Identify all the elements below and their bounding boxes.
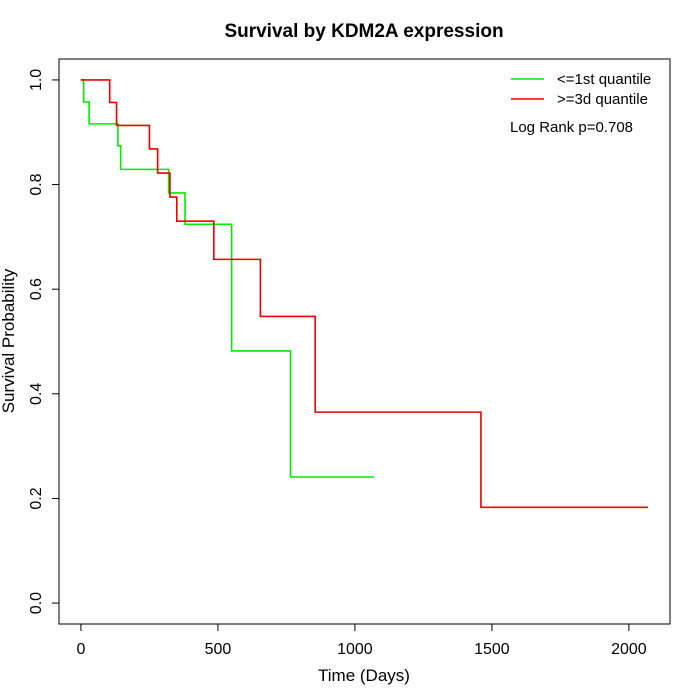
chart-title: Survival by KDM2A expression: [224, 21, 503, 42]
x-tick-label: 1500: [474, 641, 510, 658]
legend: <=1st quantile >=3d quantile: [511, 71, 651, 108]
y-tick-label: 0.8: [28, 173, 45, 195]
x-tick-label: 1000: [337, 641, 373, 658]
x-tick-label: 0: [76, 641, 85, 658]
y-axis-label: Survival Probability: [0, 268, 18, 413]
survival-curve-2: [80, 79, 649, 509]
log-rank-annotation: Log Rank p=0.708: [510, 119, 633, 136]
legend-label-1: <=1st quantile: [557, 71, 651, 88]
y-tick-label: 0.2: [28, 487, 45, 509]
x-tick-label: 500: [205, 641, 232, 658]
survival-curve-1: [80, 79, 375, 478]
y-tick-label: 0.6: [28, 278, 45, 300]
x-axis: 0 500 1000 1500 2000: [76, 623, 647, 658]
y-tick-label: 0.4: [28, 383, 45, 405]
y-tick-label: 1.0: [28, 69, 45, 91]
x-tick-label: 2000: [611, 641, 647, 658]
plot-frame: [58, 58, 671, 625]
legend-label-2: >=3d quantile: [557, 91, 648, 108]
y-axis: 0.0 0.2 0.4 0.6 0.8 1.0: [28, 69, 60, 614]
series-layer: [80, 79, 649, 509]
y-tick-label: 0.0: [28, 592, 45, 614]
x-axis-label: Time (Days): [318, 666, 410, 685]
